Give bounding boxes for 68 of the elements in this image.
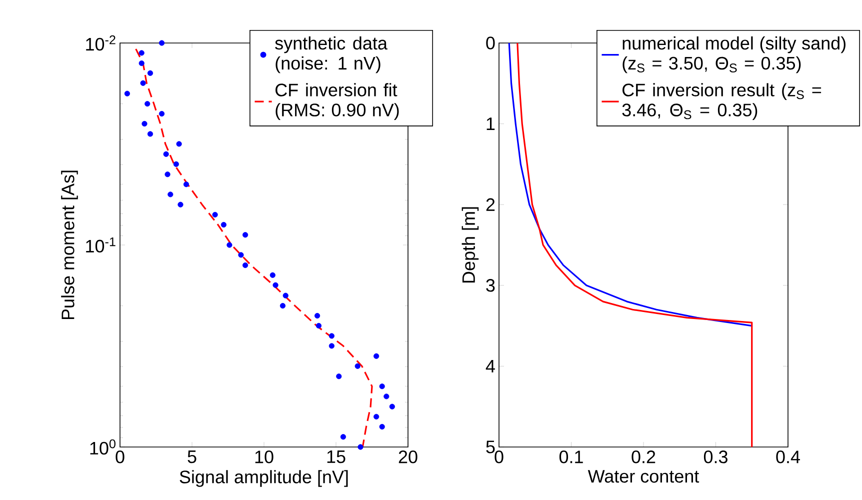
point [173, 161, 179, 167]
point [238, 252, 244, 258]
y-tick-label: 5 [486, 440, 495, 454]
x-tick-label: 0.4 [776, 450, 800, 464]
point [374, 353, 380, 359]
point [358, 444, 364, 450]
x-tick-label: 0 [494, 450, 504, 464]
point [242, 232, 248, 238]
point [336, 374, 342, 380]
point [379, 384, 385, 390]
y-axis-title: Depth [m] [462, 207, 479, 283]
point [144, 100, 150, 107]
point [328, 333, 334, 339]
point [212, 212, 218, 218]
text: CF inversion result (z$_{S}$ = 3.46, Θ$_{S}$ = 0.35) [622, 83, 822, 120]
point [389, 404, 395, 410]
point [314, 312, 320, 319]
point [140, 80, 146, 86]
y-tick-label: 10$^{-2}$ [86, 35, 116, 51]
x-tick-label: 0.1 [559, 450, 583, 464]
point [374, 414, 380, 420]
y-tick-label: 10$^{-1}$ [86, 237, 116, 253]
y-tick-label: 2 [486, 198, 495, 211]
point [163, 151, 169, 157]
point [226, 242, 232, 248]
x-axis-title: Water content [588, 470, 700, 483]
x-axis-title: Signal amplitude [nV] [180, 470, 348, 487]
point [328, 343, 334, 349]
point [280, 302, 286, 309]
x-tick-label: 10 [255, 450, 274, 464]
point [183, 182, 190, 188]
point [272, 282, 278, 288]
point [354, 363, 360, 369]
point [158, 40, 165, 46]
legend-label: CF inversion fit (RMS: 0.90 nV) [276, 83, 399, 120]
point [242, 262, 248, 268]
legend-label: synthetic data (noise: 1 nV) [275, 36, 388, 74]
point [340, 434, 346, 440]
x-tick-label: 5 [188, 450, 196, 464]
x-tick-label: 0.3 [704, 450, 728, 464]
x-tick-label: 0.2 [632, 450, 656, 464]
point [164, 172, 170, 178]
y-tick-label: 1 [486, 118, 495, 130]
point [168, 192, 174, 198]
y-tick-label: 3 [486, 279, 495, 292]
point [147, 131, 154, 137]
legend-label: numerical model (silty sand) (z$_{S}$ = 3.50, Θ$_{S}$ = 0.35) [622, 36, 846, 74]
y-tick-label: 0 [486, 36, 495, 50]
x-tick-label: 15 [327, 450, 346, 464]
point [270, 272, 276, 278]
point [158, 110, 165, 117]
y-axis-title: Pulse moment [As] [61, 170, 78, 320]
y-tick-label: 4 [486, 360, 495, 372]
point [316, 322, 322, 329]
x-tick-label: 0 [116, 450, 124, 464]
point [124, 90, 130, 96]
point [142, 120, 148, 127]
point [220, 222, 226, 228]
point [138, 60, 144, 66]
point [147, 70, 154, 76]
point [178, 202, 184, 208]
y-tick-label: 10$^{0}$ [90, 439, 116, 455]
point [384, 394, 390, 400]
point [282, 292, 288, 298]
point [138, 50, 144, 56]
point [176, 141, 182, 147]
point [379, 424, 385, 430]
x-tick-label: 20 [398, 450, 418, 464]
